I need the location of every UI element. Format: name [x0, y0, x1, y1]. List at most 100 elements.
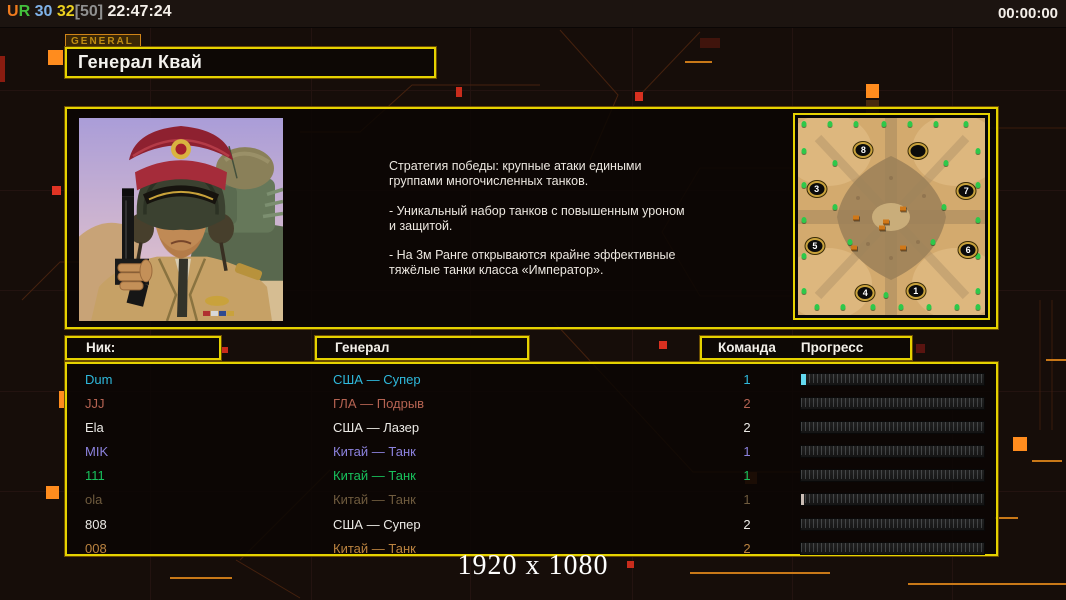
player-nick: Ela — [85, 420, 104, 436]
players-panel: Dum США — Супер 1 JJJ ГЛА — Подрыв 2 Ela США — … — [65, 362, 998, 556]
map-tree-dot — [883, 292, 889, 299]
player-row[interactable]: JJJ ГЛА — Подрыв 2 — [67, 391, 996, 415]
map-tree-dot — [898, 304, 904, 311]
status-segment: 30 — [30, 3, 53, 20]
player-team: 2 — [743, 420, 751, 436]
player-row[interactable]: Dum США — Супер 1 — [67, 367, 996, 391]
match-timer: 00:00:00 — [997, 5, 1058, 22]
status-segment: R — [18, 3, 31, 20]
player-progress-bar — [800, 397, 985, 411]
player-general: Китай — Танк — [333, 468, 416, 484]
map-tree-dot — [832, 203, 838, 210]
player-progress-bar — [800, 421, 985, 435]
player-progress-bar — [800, 373, 985, 386]
progress-fill — [801, 494, 804, 506]
map-tree-dot — [801, 120, 807, 127]
resolution-label: 1920 x 1080 — [457, 550, 609, 581]
general-tab-label: GENERAL — [65, 34, 141, 48]
player-row[interactable]: 008 Китай — Танк 2 — [67, 536, 996, 560]
player-general: США — Супер — [333, 372, 421, 387]
player-team: 1 — [743, 444, 751, 460]
header-team-label: Команда — [718, 340, 776, 355]
spawn-marker[interactable]: 1 — [906, 283, 926, 300]
map-tree-dot — [930, 239, 936, 246]
player-nick: 111 — [85, 468, 105, 484]
status-segment: [50] — [74, 3, 104, 20]
player-general: ГЛА — Подрыв — [333, 396, 425, 412]
player-team: 1 — [743, 372, 751, 387]
player-team: 2 — [743, 396, 751, 412]
map-tree-dot — [801, 217, 807, 224]
player-nick: MIK — [85, 444, 109, 460]
status-segment: U — [7, 3, 19, 20]
map-tree-dot — [840, 304, 846, 311]
general-portrait — [79, 118, 283, 321]
player-general: Китай — Танк — [333, 444, 416, 460]
map-tree-dot — [963, 120, 969, 127]
map-tree-dot — [853, 120, 859, 127]
player-general: США — Супер — [333, 516, 421, 532]
map-tree-dot — [941, 203, 947, 210]
map-unit-marker — [851, 245, 858, 251]
player-general: Китай — Танк — [333, 492, 416, 508]
map-tree-dot — [975, 181, 981, 188]
map-tree-dot — [870, 304, 876, 311]
map-tree-dot — [801, 288, 807, 295]
player-team: 1 — [743, 492, 751, 508]
player-progress-bar — [800, 517, 985, 531]
map-unit-marker — [852, 215, 859, 221]
clock-label: 22:47:24 — [103, 3, 172, 20]
spawn-marker[interactable]: 8 — [853, 141, 873, 158]
map-unit-marker — [899, 206, 906, 212]
spawn-marker[interactable]: 4 — [855, 285, 875, 302]
player-nick: 808 — [85, 516, 107, 532]
spawn-marker[interactable]: 7 — [956, 182, 976, 199]
player-team: 2 — [743, 516, 751, 532]
map-tree-dot — [827, 120, 833, 127]
map-tree-dot — [801, 181, 807, 188]
player-row[interactable]: MIK Китай — Танк 1 — [67, 439, 996, 463]
map-tree-dot — [881, 120, 887, 127]
player-row[interactable]: 111 Китай — Танк 1 — [67, 463, 996, 487]
player-progress-bar — [800, 445, 985, 459]
status-left-segments: UR 30 32[50] — [7, 3, 103, 20]
progress-fill — [801, 374, 806, 385]
spawn-marker[interactable]: 5 — [805, 238, 825, 255]
header-progress-label: Прогресс — [800, 340, 864, 355]
map-tree-dot — [975, 288, 981, 295]
player-team: 1 — [743, 468, 751, 484]
map-tree-dot — [943, 160, 949, 167]
header-general: Генерал — [315, 336, 529, 360]
player-nick: Dum — [85, 372, 113, 387]
player-progress-bar — [800, 541, 985, 555]
player-progress-bar — [800, 493, 985, 507]
spawn-marker[interactable] — [908, 143, 928, 160]
player-nick: JJJ — [85, 396, 105, 412]
map-unit-marker — [882, 219, 889, 225]
map-tree-dot — [975, 148, 981, 155]
map-tree-dot — [832, 160, 838, 167]
spawn-marker[interactable]: 3 — [807, 180, 827, 197]
spawn-marker[interactable]: 6 — [958, 241, 978, 258]
general-name: Генерал Квай — [78, 52, 203, 72]
header-team-progress: Команда Прогресс — [700, 336, 912, 360]
minimap-preview[interactable]: 8 3 7 5 6 4 1 — [793, 113, 990, 320]
map-tree-dot — [814, 304, 820, 311]
map-unit-marker — [879, 225, 886, 231]
player-progress-bar — [800, 469, 985, 483]
player-general: Китай — Танк — [333, 540, 416, 556]
status-segment: 32 — [52, 3, 75, 20]
player-row[interactable]: ola Китай — Танк 1 — [67, 487, 996, 511]
map-tree-dot — [933, 120, 939, 127]
player-rows: Dum США — Супер 1 JJJ ГЛА — Подрыв 2 Ela США — … — [67, 364, 996, 556]
strategy-description: Стратегия победы: крупные атаки едиными … — [389, 159, 685, 278]
minimap-terrain: 8 3 7 5 6 4 1 — [798, 118, 985, 315]
player-row[interactable]: Ela США — Лазер 2 — [67, 415, 996, 439]
player-row[interactable]: 808 США — Супер 2 — [67, 512, 996, 536]
header-nick-label: Ник: — [86, 340, 116, 355]
map-tree-dot — [954, 304, 960, 311]
map-unit-marker — [899, 245, 906, 251]
map-tree-dot — [975, 252, 981, 259]
map-tree-dot — [801, 148, 807, 155]
